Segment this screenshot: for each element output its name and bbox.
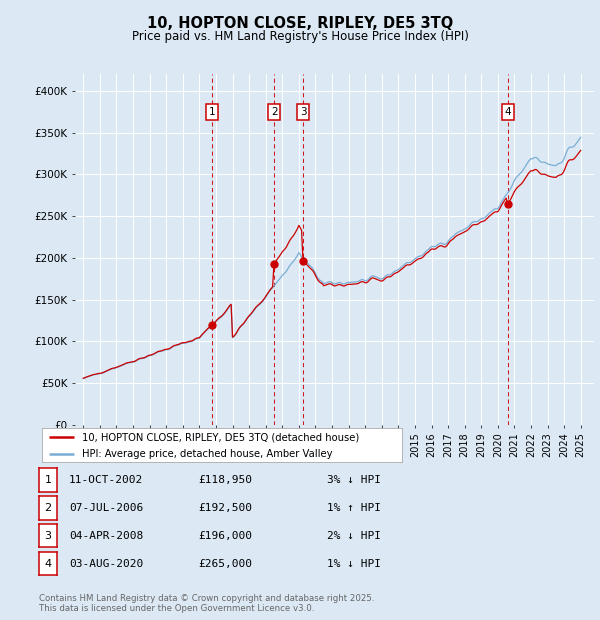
Text: HPI: Average price, detached house, Amber Valley: HPI: Average price, detached house, Ambe…	[82, 450, 332, 459]
Text: 3: 3	[300, 107, 307, 117]
Text: 11-OCT-2002: 11-OCT-2002	[69, 475, 143, 485]
Text: 4: 4	[504, 107, 511, 117]
Text: 2: 2	[44, 503, 52, 513]
Text: 10, HOPTON CLOSE, RIPLEY, DE5 3TQ (detached house): 10, HOPTON CLOSE, RIPLEY, DE5 3TQ (detac…	[82, 432, 359, 442]
Text: 3: 3	[44, 531, 52, 541]
Text: Price paid vs. HM Land Registry's House Price Index (HPI): Price paid vs. HM Land Registry's House …	[131, 30, 469, 43]
Text: £192,500: £192,500	[198, 503, 252, 513]
Text: 1% ↓ HPI: 1% ↓ HPI	[327, 559, 381, 569]
Text: 3% ↓ HPI: 3% ↓ HPI	[327, 475, 381, 485]
Text: 4: 4	[44, 559, 52, 569]
Text: 04-APR-2008: 04-APR-2008	[69, 531, 143, 541]
Text: 2: 2	[271, 107, 278, 117]
Text: 10, HOPTON CLOSE, RIPLEY, DE5 3TQ: 10, HOPTON CLOSE, RIPLEY, DE5 3TQ	[147, 16, 453, 31]
Text: 1: 1	[209, 107, 215, 117]
Text: 03-AUG-2020: 03-AUG-2020	[69, 559, 143, 569]
Text: Contains HM Land Registry data © Crown copyright and database right 2025.: Contains HM Land Registry data © Crown c…	[39, 594, 374, 603]
Text: £118,950: £118,950	[198, 475, 252, 485]
Text: 1: 1	[44, 475, 52, 485]
Text: 1% ↑ HPI: 1% ↑ HPI	[327, 503, 381, 513]
Text: This data is licensed under the Open Government Licence v3.0.: This data is licensed under the Open Gov…	[39, 604, 314, 613]
Text: 07-JUL-2006: 07-JUL-2006	[69, 503, 143, 513]
Text: £196,000: £196,000	[198, 531, 252, 541]
Text: £265,000: £265,000	[198, 559, 252, 569]
Text: 2% ↓ HPI: 2% ↓ HPI	[327, 531, 381, 541]
